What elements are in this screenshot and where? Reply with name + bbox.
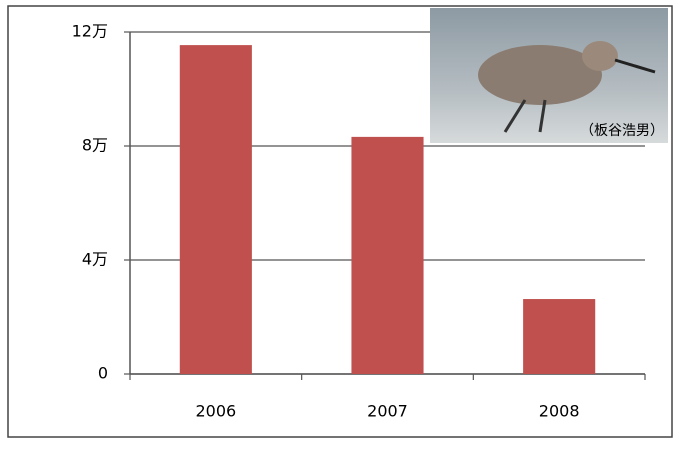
- y-tick-label: 8万: [82, 136, 108, 155]
- chart: 0 4万 8万 12万 2006 2007 2008 （板谷浩男）: [0, 0, 680, 447]
- y-tick-label: 12万: [72, 22, 108, 41]
- photo: （板谷浩男）: [430, 8, 668, 143]
- photo-credit: （板谷浩男）: [580, 123, 664, 139]
- x-tick-label: 2007: [367, 402, 408, 421]
- bar: [351, 137, 423, 374]
- bar: [180, 45, 252, 374]
- bar: [523, 299, 595, 374]
- y-tick-label: 0: [98, 364, 108, 383]
- x-tick-label: 2006: [195, 402, 236, 421]
- x-tick-label: 2008: [539, 402, 580, 421]
- y-tick-label: 4万: [82, 250, 108, 269]
- bird-head: [582, 41, 618, 71]
